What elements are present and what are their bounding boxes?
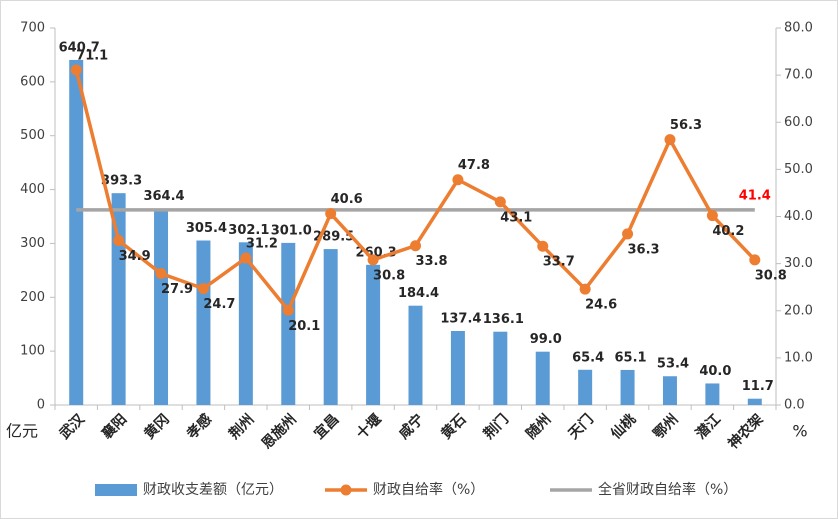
bar-value-label: 301.0 [271,223,312,238]
bar [662,376,677,405]
line-value-label: 33.7 [543,255,575,270]
line-marker [664,134,676,146]
line-value-label: 33.8 [415,254,447,269]
line-value-label: 43.1 [500,210,532,225]
bar [705,383,720,405]
y2-tick-label: 0.0 [784,398,805,413]
line-marker [410,240,421,252]
line-value-label: 40.6 [331,192,363,207]
bar [238,242,253,405]
legend-label: 全省财政自给率（%） [598,481,737,498]
bar [408,305,423,405]
bar-value-label: 99.0 [530,332,562,347]
y2-tick-label: 30.0 [784,256,813,271]
line-value-label: 24.6 [585,298,617,313]
bar-value-label: 11.7 [742,379,774,394]
bar [111,193,126,405]
line-value-label: 30.8 [755,268,787,283]
y2-tick-label: 80.0 [784,21,813,36]
bar [366,264,381,405]
y-axis-label: 亿元 [6,422,38,441]
reference-label: 41.4 [739,188,771,203]
line-value-label: 24.7 [203,297,235,312]
line-marker [367,254,379,266]
legend-label: 财政收支差额（亿元） [143,482,283,498]
bar [493,331,508,405]
y-tick-label: 300 [20,236,45,251]
bar [323,249,338,405]
bar-value-label: 364.4 [143,189,184,204]
line-marker [622,228,634,240]
y-tick-label: 700 [20,21,45,36]
bar-value-label: 302.1 [228,223,269,238]
bar [69,59,84,405]
bar-value-label: 40.0 [699,364,731,379]
bar [196,240,211,405]
legend-swatch [95,484,137,496]
y2-axis-label: % [792,422,807,441]
bar [747,398,762,405]
y2-tick-label: 70.0 [784,68,813,83]
y-tick-label: 500 [20,128,45,143]
bar-value-label: 53.4 [657,357,689,372]
legend-label: 财政自给率（%） [373,481,484,498]
line-marker [579,283,591,295]
bar [535,351,550,405]
legend-swatch [340,484,352,496]
line-marker [494,196,506,208]
y-tick-label: 100 [20,344,45,359]
line-value-label: 47.8 [458,158,490,173]
bar [281,242,296,405]
y-tick-label: 400 [20,182,45,197]
y2-tick-label: 60.0 [784,115,813,130]
bar [154,208,169,405]
bar-value-label: 393.3 [101,174,142,189]
line-value-label: 56.3 [670,118,702,133]
y2-tick-label: 20.0 [784,303,813,318]
y2-tick-label: 40.0 [784,209,813,224]
bar-value-label: 305.4 [186,221,227,236]
line-value-label: 34.9 [119,249,151,264]
line-value-label: 71.1 [76,48,108,63]
bar-value-label: 65.4 [572,350,604,365]
line-marker [537,240,549,252]
line-value-label: 40.2 [712,224,744,239]
y2-tick-label: 50.0 [784,162,813,177]
line-marker [113,235,125,247]
line-value-label: 30.8 [373,268,405,283]
y-tick-label: 600 [20,74,45,89]
line-value-label: 31.2 [246,236,278,251]
bar-value-label: 640.7 [59,40,100,55]
line-marker [70,64,82,76]
line-value-label: 20.1 [288,319,320,334]
bar-value-label: 137.4 [440,312,481,327]
line-marker [197,283,209,295]
line-value-label: 36.3 [628,242,660,257]
bar-value-label: 136.1 [483,312,524,327]
line-value-label: 27.9 [161,282,193,297]
line-marker [282,304,294,316]
y2-tick-label: 10.0 [784,350,813,365]
line-marker [452,174,464,186]
y-tick-label: 0 [37,398,45,413]
y-tick-label: 200 [20,290,45,305]
bar [578,369,593,405]
bar [620,369,635,405]
line-marker [749,254,761,266]
bar-value-label: 184.4 [398,286,439,301]
bar-value-label: 65.1 [615,350,647,365]
bar [450,331,465,405]
line-marker [706,210,718,222]
line-marker [325,208,337,220]
line-marker [155,268,167,280]
line-marker [240,252,252,264]
